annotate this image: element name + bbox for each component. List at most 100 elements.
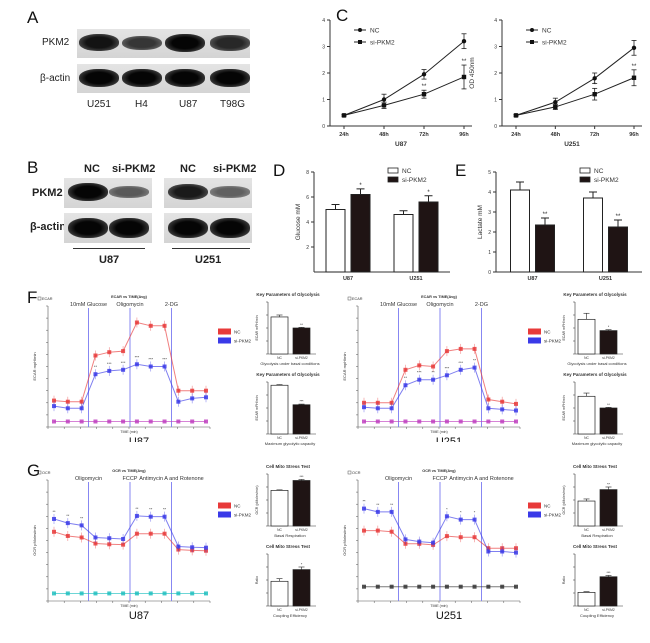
data-point xyxy=(107,350,112,355)
data-point xyxy=(458,419,463,424)
bar-si-PKM2 xyxy=(599,407,618,435)
data-point xyxy=(417,539,422,544)
data-point xyxy=(444,419,449,424)
bar-NC xyxy=(577,395,596,435)
data-point xyxy=(107,591,112,596)
panel-letter-d: D xyxy=(273,161,286,180)
legend-swatch xyxy=(579,176,591,183)
data-point xyxy=(631,75,637,80)
bar-si-PKM2 xyxy=(535,224,555,273)
data-point xyxy=(93,353,98,358)
data-point xyxy=(375,419,380,424)
data-point xyxy=(431,377,436,382)
data-point xyxy=(362,506,366,511)
chart-f-u251-max-glycolysis: Key Parameters of Glycolysis ECAR mPH/min… xyxy=(562,372,627,446)
data-point xyxy=(65,591,70,596)
trace-line-si-PKM2 xyxy=(363,508,517,554)
legend-label: NC xyxy=(594,168,604,175)
data-point xyxy=(444,584,449,589)
significance-marker: * xyxy=(301,563,303,567)
y-tick-label: 1 xyxy=(488,250,491,256)
significance-marker: *** xyxy=(299,400,304,404)
legend-label: si-PKM2 xyxy=(234,339,251,344)
data-point xyxy=(421,72,427,77)
data-point xyxy=(403,419,408,424)
data-point xyxy=(461,39,467,44)
significance-marker: *** xyxy=(148,357,153,362)
blot-a-lane-label: T98G xyxy=(220,99,246,110)
y-tick-label: 2 xyxy=(306,245,309,251)
data-point xyxy=(107,368,112,373)
injection-label: Oligomycin xyxy=(75,476,102,482)
injection-label: 10mM Glucose xyxy=(380,302,417,308)
data-point xyxy=(148,531,153,536)
significance-marker: * xyxy=(359,183,362,189)
bar-NC xyxy=(270,490,289,527)
significance-marker: ** xyxy=(473,358,477,363)
bar-NC xyxy=(325,209,346,273)
significance-marker: ** xyxy=(404,375,408,380)
chart-g-u87-basal-respiration: Cell Mito Stress Test OCR (pMoles/min) NC *… xyxy=(255,464,316,538)
data-point xyxy=(472,517,477,522)
data-point xyxy=(381,97,387,102)
legend-label: NC xyxy=(542,28,552,35)
chart-title: OCR vs TIME(Avg) xyxy=(422,469,456,473)
bar-si-PKM2 xyxy=(350,194,371,273)
data-point xyxy=(65,399,70,404)
data-point xyxy=(341,113,347,118)
legend-label: si-PKM2 xyxy=(594,177,619,184)
significance-marker: ** xyxy=(607,483,610,487)
blot-band-actin xyxy=(210,69,250,87)
legend-swatch xyxy=(528,337,541,344)
significance-marker: *** xyxy=(445,365,450,370)
x-tick-label: NC xyxy=(584,356,589,360)
y-tick-label: 3 xyxy=(488,210,491,216)
chart-title: ECAR vs TIME(Avg) xyxy=(111,295,147,299)
chart-title: OCR vs TIME(Avg) xyxy=(112,469,146,473)
data-point xyxy=(486,584,491,589)
data-point xyxy=(176,388,181,393)
trace-line-NC xyxy=(53,531,207,552)
significance-marker: ** xyxy=(149,507,153,512)
y-tick-label: 2 xyxy=(322,71,325,77)
data-point xyxy=(514,419,518,424)
inset-x-label: Basal Respiration xyxy=(274,533,305,538)
trace-line-NC xyxy=(364,348,517,405)
inset-title: Cell Mito Stress Test xyxy=(266,464,310,469)
data-point xyxy=(403,383,408,388)
x-tick-label: 24h xyxy=(339,132,349,138)
x-tick-label: si-PKM2 xyxy=(602,608,615,612)
data-point xyxy=(107,419,112,424)
series-line-NC xyxy=(343,40,465,116)
data-point xyxy=(375,584,380,589)
data-point xyxy=(486,397,491,402)
data-point xyxy=(431,540,436,545)
significance-marker: * xyxy=(427,190,430,196)
significance-marker: *** xyxy=(107,361,112,366)
data-point xyxy=(389,419,394,424)
x-tick-label: si-PKM2 xyxy=(602,528,615,532)
x-tick-label: U87 xyxy=(527,276,537,282)
blot-band-pkm2 xyxy=(68,183,108,201)
data-point xyxy=(458,367,463,372)
cell-line-caption: U251 xyxy=(436,436,462,442)
bar-si-PKM2 xyxy=(599,576,618,607)
corner-checkbox xyxy=(347,296,352,301)
injection-label: Oligomycin xyxy=(426,302,453,308)
data-point xyxy=(631,45,637,51)
legend-swatch xyxy=(218,502,231,509)
blot-a-lane-label: U251 xyxy=(87,99,111,110)
data-point xyxy=(148,364,153,369)
significance-marker: ** xyxy=(422,84,427,90)
injection-label: FCCP xyxy=(433,476,448,482)
legend-label: si-PKM2 xyxy=(234,513,251,518)
data-point xyxy=(362,419,366,424)
x-tick-label: si-PKM2 xyxy=(295,356,308,360)
legend-swatch xyxy=(528,511,541,518)
bar-si-PKM2 xyxy=(292,404,311,435)
legend-label: si-PKM2 xyxy=(542,40,567,47)
x-tick-label: si-PKM2 xyxy=(295,528,308,532)
chart-g-u87-ocr: OCR vs TIME(Avg) OCR TIME (min) OCR pMoles/… xyxy=(32,469,251,622)
significance-marker: ** xyxy=(432,370,436,375)
chart-e-lactate: 0 1 2 3 4 5 Lactate mM ** U87 ** U251 NC si-PKM2 xyxy=(477,167,642,282)
